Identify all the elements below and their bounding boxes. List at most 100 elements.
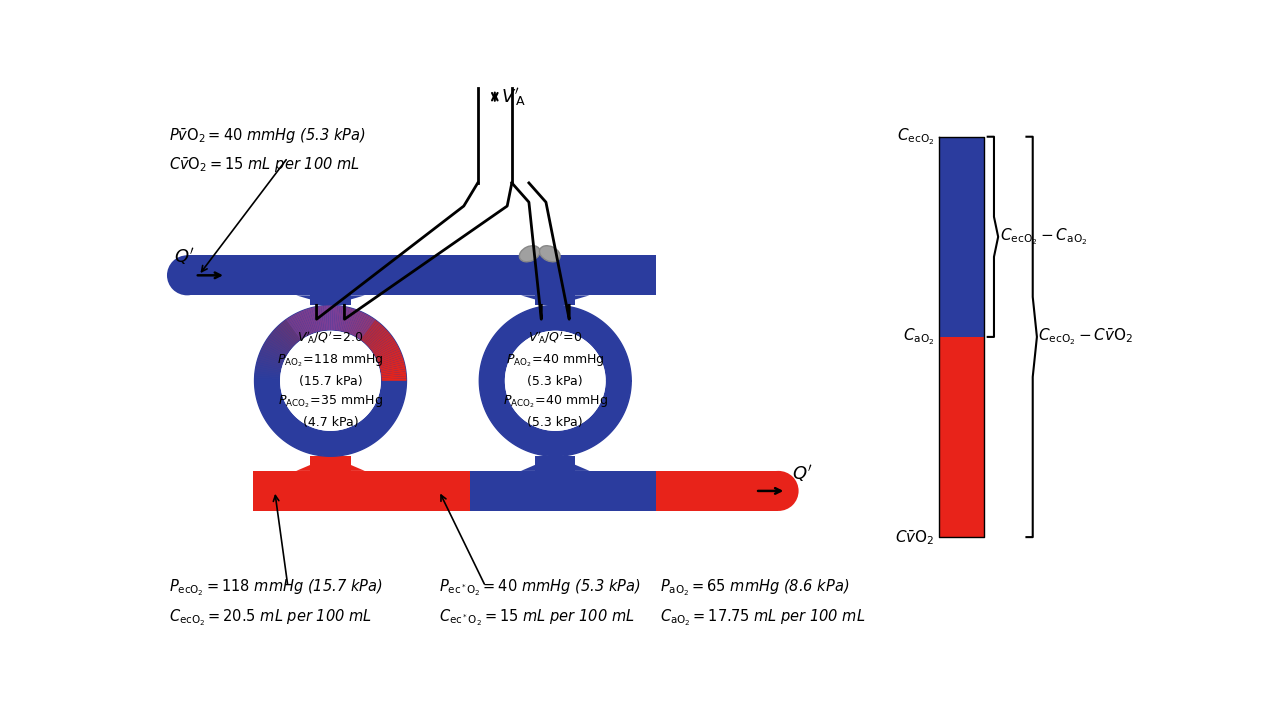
Text: $\it{Q'\!}$: $\it{Q'\!}$ (174, 246, 195, 267)
Polygon shape (337, 306, 342, 330)
Polygon shape (187, 255, 657, 295)
Polygon shape (381, 376, 407, 379)
Polygon shape (271, 331, 292, 349)
Polygon shape (262, 347, 285, 359)
Polygon shape (358, 317, 374, 339)
Polygon shape (288, 317, 303, 339)
Polygon shape (328, 305, 330, 330)
Text: $\it{C_{\rm ecO_2}}$: $\it{C_{\rm ecO_2}}$ (897, 127, 934, 147)
Polygon shape (355, 315, 369, 337)
Text: $\it{C_{\rm aO_2}}$: $\it{C_{\rm aO_2}}$ (902, 327, 934, 347)
Circle shape (166, 255, 207, 295)
Polygon shape (330, 305, 333, 330)
Polygon shape (535, 255, 576, 305)
Polygon shape (311, 307, 319, 332)
Polygon shape (265, 340, 287, 355)
Circle shape (504, 330, 605, 431)
Polygon shape (381, 378, 407, 381)
Polygon shape (381, 371, 406, 376)
Text: $C_{\rm ecO_2} - C_{\rm aO_2}$: $C_{\rm ecO_2} - C_{\rm aO_2}$ (1000, 226, 1087, 247)
Polygon shape (332, 305, 335, 330)
Polygon shape (255, 369, 280, 375)
Polygon shape (289, 316, 305, 338)
Polygon shape (370, 333, 390, 349)
Polygon shape (347, 309, 356, 333)
Circle shape (758, 471, 799, 511)
Polygon shape (376, 347, 399, 359)
Polygon shape (340, 307, 347, 331)
Polygon shape (372, 337, 393, 352)
Text: $\it{Q'\!}$: $\it{Q'\!}$ (792, 463, 813, 484)
Text: $C\bar{v}{\rm O_2}$: $C\bar{v}{\rm O_2}$ (895, 528, 934, 546)
Polygon shape (938, 136, 984, 337)
Polygon shape (351, 311, 362, 335)
Polygon shape (285, 318, 302, 340)
Polygon shape (343, 308, 352, 332)
Text: $P_{\rm ecO_2}=118$ mmHg (15.7 kPa)
$C_{\rm ecO_2}=20.5$ mL per 100 mL: $P_{\rm ecO_2}=118$ mmHg (15.7 kPa) $C_{… (169, 577, 383, 628)
Polygon shape (378, 353, 402, 363)
Polygon shape (253, 471, 778, 511)
Polygon shape (264, 342, 287, 356)
Text: $P\bar{v}{\rm O_2}=40$ mmHg (5.3 kPa)
$C\bar{v}{\rm O_2}=15$ mL per 100 mL: $P\bar{v}{\rm O_2}=40$ mmHg (5.3 kPa) $C… (169, 127, 366, 174)
Polygon shape (259, 353, 283, 363)
Polygon shape (294, 314, 307, 336)
Polygon shape (367, 329, 388, 347)
Polygon shape (296, 456, 365, 471)
Polygon shape (261, 349, 284, 361)
Circle shape (280, 330, 381, 431)
Polygon shape (260, 351, 284, 362)
Polygon shape (376, 349, 401, 361)
Polygon shape (279, 324, 297, 344)
Polygon shape (521, 456, 590, 471)
Text: $\it{V'\!_{\rm A}}$: $\it{V'\!_{\rm A}}$ (500, 86, 526, 108)
Text: $C_{\rm ecO_2} - C\bar{v}{\rm O_2}$: $C_{\rm ecO_2} - C\bar{v}{\rm O_2}$ (1038, 327, 1134, 347)
Polygon shape (298, 311, 310, 335)
Polygon shape (296, 313, 308, 335)
Polygon shape (381, 369, 406, 375)
Polygon shape (274, 329, 293, 347)
Polygon shape (324, 306, 328, 330)
Polygon shape (380, 360, 404, 368)
Polygon shape (262, 344, 285, 358)
Polygon shape (296, 295, 365, 305)
Polygon shape (360, 318, 375, 340)
Polygon shape (314, 307, 321, 331)
Polygon shape (335, 306, 340, 330)
Polygon shape (349, 311, 361, 334)
Polygon shape (305, 309, 315, 333)
Polygon shape (284, 320, 301, 341)
Polygon shape (257, 360, 282, 368)
Polygon shape (257, 358, 282, 367)
Polygon shape (369, 331, 389, 349)
Polygon shape (535, 456, 576, 471)
Polygon shape (310, 308, 317, 332)
Polygon shape (365, 324, 383, 344)
Polygon shape (353, 314, 367, 336)
Polygon shape (255, 371, 280, 376)
Polygon shape (357, 316, 371, 338)
Polygon shape (255, 374, 279, 378)
Polygon shape (256, 364, 280, 371)
Polygon shape (470, 471, 657, 511)
Polygon shape (275, 328, 294, 346)
Polygon shape (374, 340, 396, 355)
Polygon shape (352, 313, 365, 335)
Polygon shape (307, 309, 316, 333)
Polygon shape (269, 335, 291, 351)
Polygon shape (256, 362, 280, 370)
Polygon shape (372, 338, 394, 354)
Polygon shape (334, 306, 338, 330)
Polygon shape (259, 355, 283, 365)
Polygon shape (380, 364, 404, 371)
Polygon shape (342, 307, 349, 332)
Polygon shape (255, 378, 279, 381)
Text: $\it{V'\!_{\rm A}/Q'\!=\!2.0}$
$\it{P_{\rm AO_2}\!=\!118}$ mmHg
(15.7 kPa)
$\it{: $\it{V'\!_{\rm A}/Q'\!=\!2.0}$ $\it{P_{\… (278, 330, 384, 429)
Polygon shape (302, 310, 314, 333)
Polygon shape (325, 305, 329, 330)
Text: $P_{\rm ec^*O_2}=40$ mmHg (5.3 kPa)
$C_{\rm ec^*O_2}=15$ mL per 100 mL: $P_{\rm ec^*O_2}=40$ mmHg (5.3 kPa) $C_{… (439, 577, 641, 628)
Polygon shape (380, 362, 404, 370)
Polygon shape (344, 309, 355, 333)
Polygon shape (276, 325, 296, 345)
Polygon shape (361, 320, 378, 341)
Polygon shape (375, 344, 398, 358)
